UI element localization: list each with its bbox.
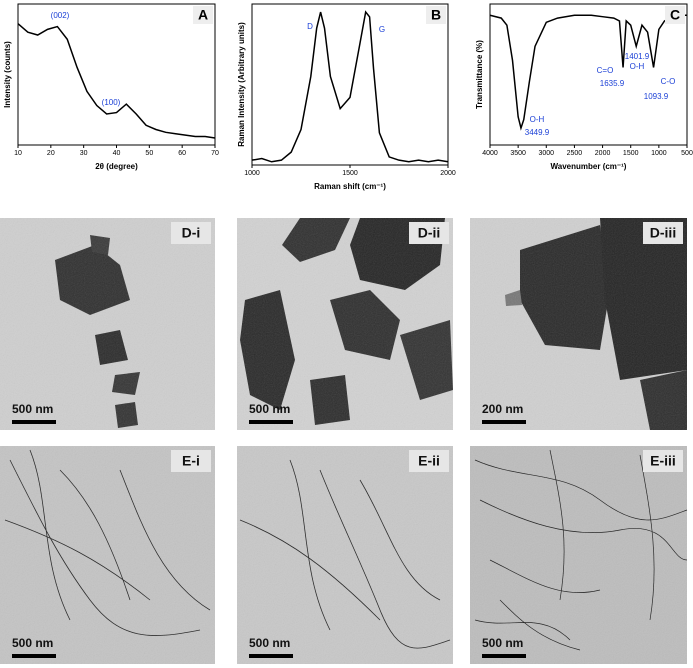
annotation: G bbox=[379, 25, 385, 34]
annotation: 1093.9 bbox=[644, 92, 669, 101]
data-line bbox=[251, 10, 449, 163]
scale-bar-label: 500 nm bbox=[12, 636, 53, 650]
annotation: O-H bbox=[530, 115, 545, 124]
panel-letter: B bbox=[431, 7, 441, 23]
label-box bbox=[409, 450, 449, 472]
micrograph bbox=[470, 218, 687, 430]
scale-bar-label: 500 nm bbox=[249, 636, 290, 650]
x-tick-label: 500 bbox=[681, 150, 693, 157]
scale-bar bbox=[249, 420, 293, 424]
panel-letter: C bbox=[670, 7, 680, 23]
annotation: (100) bbox=[102, 98, 121, 107]
scale-bar bbox=[249, 654, 293, 658]
label-box bbox=[171, 450, 211, 472]
label-box bbox=[643, 222, 683, 244]
x-tick-label: 10 bbox=[14, 150, 22, 157]
annotation: 1635.9 bbox=[600, 79, 625, 88]
image-label: D-ii bbox=[418, 225, 441, 241]
scale-bar-label: 500 nm bbox=[12, 402, 53, 416]
micrograph bbox=[0, 218, 215, 430]
annotation: D bbox=[307, 22, 313, 31]
panel-box bbox=[665, 6, 685, 24]
micrograph bbox=[237, 218, 453, 430]
plot-frame bbox=[489, 3, 688, 146]
x-axis-label: Wavenumber (cm⁻¹) bbox=[551, 162, 627, 171]
image-label: E-iii bbox=[650, 453, 676, 469]
annotation: C=O bbox=[597, 66, 614, 75]
micrograph bbox=[237, 446, 453, 664]
data-line bbox=[489, 14, 687, 131]
x-tick-label: 4000 bbox=[482, 150, 498, 157]
scale-bar bbox=[12, 420, 56, 424]
y-axis-label: Raman Intensity (Arbitrary units) bbox=[237, 22, 246, 147]
image-label: D-iii bbox=[650, 225, 676, 241]
x-tick-label: 2000 bbox=[595, 150, 611, 157]
scale-bar-label: 200 nm bbox=[482, 402, 523, 416]
label-box bbox=[409, 222, 449, 244]
x-tick-label: 40 bbox=[113, 150, 121, 157]
y-axis-label: Intensity (counts) bbox=[3, 41, 12, 108]
micrograph bbox=[0, 446, 215, 664]
panel-box bbox=[426, 6, 446, 24]
image-label: D-i bbox=[182, 225, 201, 241]
annotation: 3449.9 bbox=[525, 128, 550, 137]
label-box bbox=[643, 450, 683, 472]
plot-frame bbox=[17, 3, 216, 146]
x-tick-label: 70 bbox=[211, 150, 219, 157]
scale-bar-label: 500 nm bbox=[249, 402, 290, 416]
x-axis-label: Raman shift (cm⁻¹) bbox=[314, 182, 386, 191]
panel-letter: A bbox=[198, 7, 208, 23]
image-label: E-ii bbox=[418, 453, 440, 469]
x-tick-label: 2500 bbox=[567, 150, 583, 157]
x-tick-label: 1000 bbox=[244, 170, 260, 177]
label-box bbox=[171, 222, 211, 244]
scale-bar-label: 500 nm bbox=[482, 636, 523, 650]
scale-bar bbox=[12, 654, 56, 658]
x-tick-label: 1500 bbox=[623, 150, 639, 157]
plot-frame bbox=[251, 3, 449, 166]
x-tick-label: 20 bbox=[47, 150, 55, 157]
x-tick-label: 30 bbox=[80, 150, 88, 157]
annotation: C-O bbox=[661, 77, 676, 86]
x-tick-label: 1000 bbox=[651, 150, 667, 157]
x-tick-label: 2000 bbox=[440, 170, 456, 177]
data-line bbox=[17, 23, 216, 139]
scale-bar bbox=[482, 420, 526, 424]
panel-box bbox=[193, 6, 213, 24]
x-tick-label: 3000 bbox=[538, 150, 554, 157]
x-tick-label: 50 bbox=[145, 150, 153, 157]
x-tick-label: 60 bbox=[178, 150, 186, 157]
annotation: 1401.9 bbox=[625, 52, 650, 61]
scale-bar bbox=[482, 654, 526, 658]
micrograph bbox=[470, 446, 688, 664]
annotation: O-H bbox=[630, 62, 645, 71]
annotation: (002) bbox=[51, 11, 70, 20]
y-axis-label: Transmittance (%) bbox=[475, 40, 484, 109]
x-tick-label: 1500 bbox=[342, 170, 358, 177]
x-axis-label: 2θ (degree) bbox=[95, 162, 138, 171]
x-tick-label: 3500 bbox=[510, 150, 526, 157]
image-label: E-i bbox=[182, 453, 200, 469]
